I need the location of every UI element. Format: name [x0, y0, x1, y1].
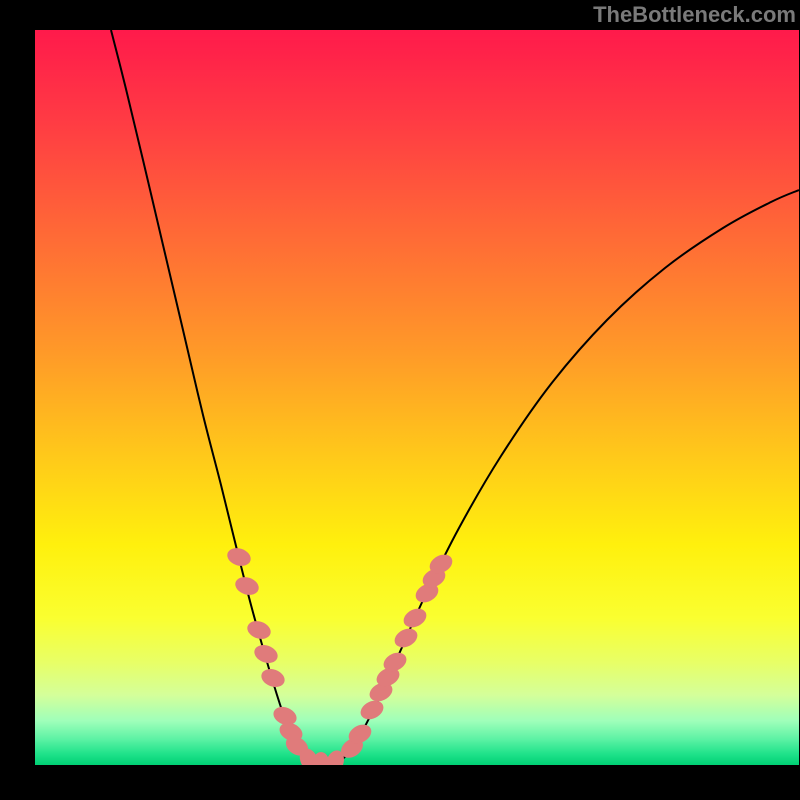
- watermark-text: TheBottleneck.com: [593, 2, 796, 28]
- gradient-background: [35, 30, 799, 765]
- plot-area: [35, 30, 799, 765]
- chart-svg: [35, 30, 799, 765]
